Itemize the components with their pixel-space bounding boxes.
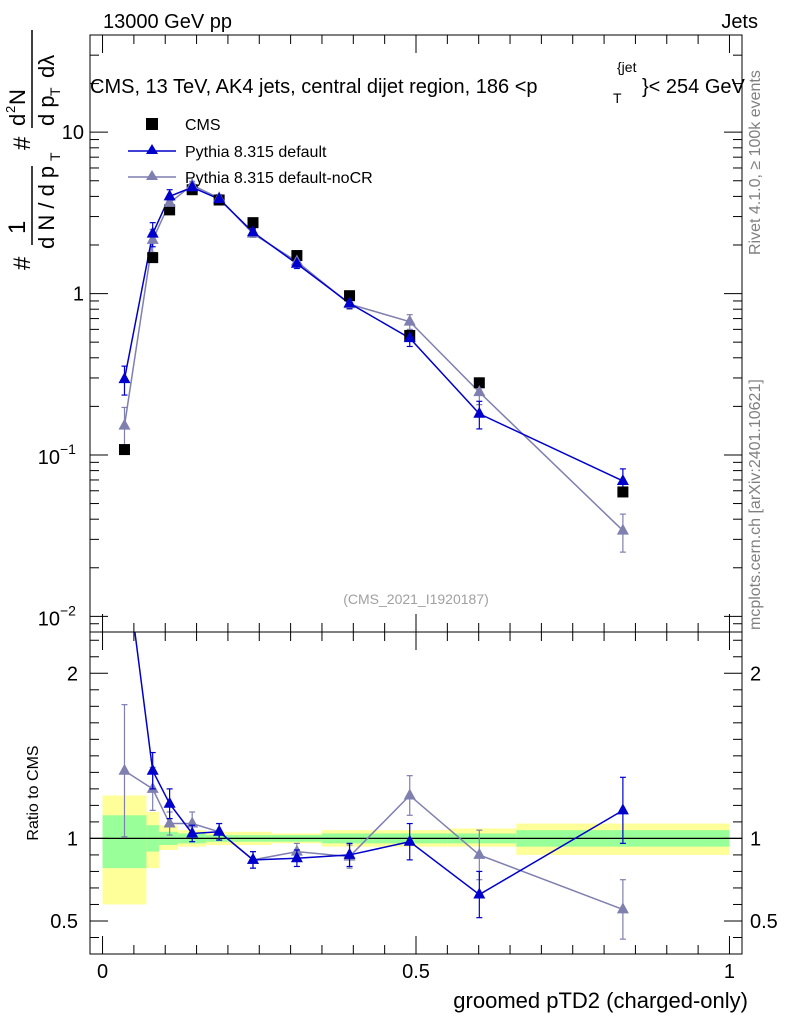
series-default-point: [473, 406, 486, 418]
series-nocr-point: [403, 314, 416, 326]
top-ytick-label: 10: [38, 447, 60, 469]
series-default-point: [118, 372, 131, 384]
cms-data-point: [473, 377, 485, 389]
cms-data-point: [344, 290, 356, 302]
ratio-ylabel: Ratio to CMS: [25, 745, 42, 840]
ratio-ytick-label-left: 0.5: [50, 911, 78, 933]
ratio-ytick-label-left: 1: [67, 828, 78, 850]
ratio-ytick-label-right: 2: [750, 663, 761, 685]
series-nocr-point: [146, 232, 159, 244]
ratio-default-point: [343, 847, 356, 859]
top-x-axis: [102, 35, 730, 632]
ratio-default-point: [163, 796, 176, 808]
title-tail: }< 254 GeV: [642, 76, 746, 98]
series-default-point: [343, 296, 356, 308]
ylabel-one: 1: [4, 221, 31, 234]
ratio-nocr-point: [403, 788, 416, 800]
title-main: CMS, 13 TeV, AK4 jets, central dijet reg…: [90, 76, 538, 98]
ylabel-T-sub-2: T: [47, 87, 63, 96]
top-plot-area: [118, 178, 629, 553]
ylabel-dlambda: dλ: [34, 55, 59, 78]
mcplots-label: mcplots.cern.ch [arXiv:2401.10621]: [747, 379, 764, 630]
ylabel-hash-2: #: [9, 136, 36, 150]
series-default-point: [146, 226, 159, 238]
ylabel-d2N: d: [5, 114, 30, 126]
x-axis-title: groomed pTD2 (charged-only): [453, 988, 748, 1013]
legend-cms-label: CMS: [185, 117, 221, 134]
ratio-panel: 0.5 0.51 12 2 0 0.5 1 Ratio to CMS groomed pT…: [25, 631, 778, 1013]
ratio-default-point: [403, 834, 416, 846]
ratio-ytick-label-right: 0.5: [750, 911, 778, 933]
series-nocr-point: [118, 418, 131, 430]
top-ylabel: # 1 d N / d p T # d 2 N d p T dλ: [3, 30, 63, 270]
legend: CMS Pythia 8.315 default Pythia 8.315 de…: [128, 117, 373, 187]
ylabel-d2N-tail: N: [5, 89, 30, 105]
series-default-point: [616, 473, 629, 485]
rivet-label: Rivet 4.1.0, ≥ 100k events: [747, 70, 764, 255]
ratio-default-point: [186, 826, 199, 838]
legend-nocr-label: Pythia 8.315 default-noCR: [185, 170, 373, 187]
ratio-x-axis: 0 0.5 1: [97, 632, 735, 983]
series-default-point: [163, 189, 176, 201]
ratio-default-point: [213, 824, 226, 836]
ratio-ytick-label-left: 2: [67, 663, 78, 685]
cms-data-point: [617, 486, 629, 498]
main-title: CMS, 13 TeV, AK4 jets, central dijet reg…: [90, 59, 746, 106]
top-ytick-exponent: −1: [60, 441, 76, 457]
ratio-default-point: [247, 852, 259, 864]
header-energy: 13000 GeV pp: [103, 11, 232, 33]
ratio-nocr-point: [616, 902, 629, 914]
legend-default-marker: [146, 144, 158, 154]
ratio-xtick-label: 1: [724, 961, 735, 983]
legend-default-label: Pythia 8.315 default: [185, 144, 327, 161]
series-default-point: [403, 331, 416, 343]
cms-data-point: [147, 252, 159, 264]
series-default-point: [290, 256, 303, 268]
ratio-default-point: [473, 887, 486, 899]
ratio-default-point: [616, 803, 629, 815]
series-default-point: [186, 180, 199, 192]
ylabel-T-sub-1: T: [47, 152, 63, 161]
cms-data-point: [164, 204, 176, 216]
cms-data-point: [247, 217, 259, 229]
title-subscript: T: [613, 90, 622, 106]
title-superscript: {jet: [617, 59, 637, 75]
ratio-nocr-point: [473, 847, 486, 859]
ratio-nocr-point: [118, 763, 131, 775]
top-ytick-label: 10: [38, 608, 60, 630]
series-default-point: [247, 225, 259, 237]
ratio-y-axis: 0.5 0.5 1 1 2 2: [50, 639, 778, 938]
ratio-default-point: [146, 763, 159, 775]
legend-nocr-marker: [146, 170, 158, 180]
top-ytick-label: 10: [62, 122, 84, 144]
series-nocr-point: [163, 195, 176, 207]
top-ytick-label: 1: [73, 284, 84, 306]
ylabel-hash-1: #: [9, 256, 36, 270]
top-ytick-exponent: −2: [60, 602, 76, 618]
ratio-nocr-point: [163, 816, 176, 828]
legend-cms-marker: [146, 118, 158, 130]
series-nocr-point: [616, 523, 629, 535]
ratio-ytick-label-right: 1: [750, 828, 761, 850]
ylabel-dN-dpT: d N / d p: [34, 166, 59, 249]
series-nocr-point: [473, 385, 486, 397]
ratio-plot-area: [118, 631, 629, 940]
ratio-xtick-label: 0: [97, 961, 108, 983]
analysis-watermark: (CMS_2021_I1920187): [343, 591, 489, 607]
ratio-default-point: [290, 851, 303, 863]
cms-data-point: [118, 444, 130, 456]
ylabel-d2N-sup: 2: [3, 106, 18, 113]
ratio-xtick-label: 0.5: [402, 961, 430, 983]
ylabel-dpT: d p: [34, 95, 59, 126]
series-default-point: [213, 192, 226, 204]
header-jets: Jets: [721, 11, 758, 33]
